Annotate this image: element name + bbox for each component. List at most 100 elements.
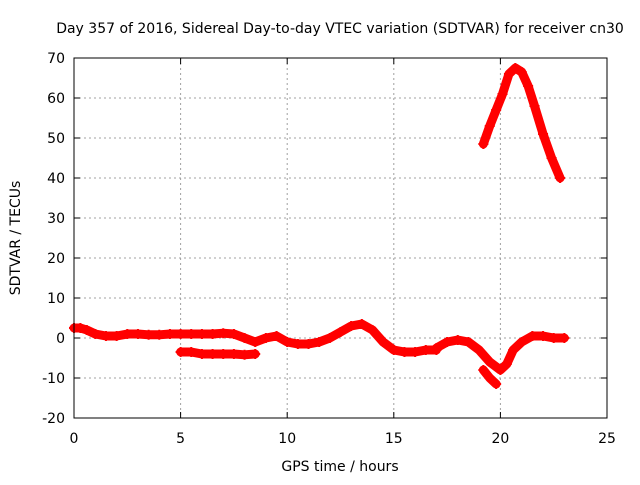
- x-tick-label: 0: [70, 431, 79, 447]
- grid: [74, 58, 607, 418]
- data-point-marker: [516, 67, 527, 77]
- data-point-marker: [335, 327, 346, 337]
- data-point-marker: [81, 325, 92, 335]
- data-point-marker: [154, 329, 165, 340]
- data-point-marker: [452, 335, 463, 345]
- data-point-marker: [431, 343, 442, 353]
- data-point-marker: [122, 329, 133, 339]
- data-point-marker: [196, 349, 207, 359]
- data-point-marker: [228, 349, 239, 359]
- series-evening-track: [431, 331, 570, 375]
- data-point-marker: [484, 373, 495, 383]
- y-tick-label: -10: [42, 371, 65, 387]
- data-point-marker: [546, 153, 557, 163]
- data-point-marker: [314, 337, 325, 347]
- data-point-marker: [378, 337, 389, 347]
- data-point-marker: [529, 101, 540, 111]
- data-point-marker: [388, 345, 399, 355]
- data-point-marker: [228, 329, 239, 339]
- data-point-marker: [356, 319, 367, 329]
- data-point-marker: [250, 349, 261, 359]
- data-point-marker: [207, 329, 218, 339]
- y-tick-label: 50: [47, 131, 65, 147]
- series-dip-branch: [478, 365, 502, 389]
- series-low-segment: [175, 347, 261, 360]
- data-point-marker: [484, 121, 495, 131]
- data-point-marker: [175, 347, 186, 357]
- data-point-marker: [555, 173, 566, 183]
- data-point-marker: [324, 333, 335, 343]
- data-point-marker: [410, 347, 421, 357]
- data-point-marker: [491, 379, 502, 389]
- y-tick-label: 0: [56, 331, 65, 347]
- data-point-marker: [538, 129, 549, 139]
- data-point-marker: [218, 349, 229, 359]
- series-main-track: [69, 319, 442, 357]
- data-point-marker: [186, 329, 197, 339]
- y-tick-label: 30: [47, 211, 65, 227]
- plot-frame: [73, 57, 608, 419]
- y-tick-label: 60: [47, 91, 65, 107]
- y-tick-label: 20: [47, 251, 65, 267]
- data-point-marker: [164, 329, 175, 339]
- data-point-marker: [420, 345, 431, 355]
- data-point-marker: [478, 139, 489, 149]
- data-point-marker: [527, 331, 538, 341]
- chart-title: Day 357 of 2016, Sidereal Day-to-day VTE…: [56, 21, 624, 37]
- series-high-arc: [478, 63, 566, 183]
- x-tick-label: 5: [176, 431, 185, 447]
- x-tick-label: 20: [491, 431, 509, 447]
- data-point-marker: [132, 329, 143, 339]
- data-point-marker: [143, 329, 154, 340]
- data-point-marker: [516, 337, 527, 347]
- x-tick-label: 15: [385, 431, 403, 447]
- data-point-marker: [508, 345, 519, 355]
- data-point-marker: [260, 333, 271, 343]
- data-point-marker: [523, 81, 534, 91]
- data-point-marker: [207, 349, 218, 359]
- data-point-marker: [196, 329, 207, 339]
- data-point-marker: [474, 345, 485, 355]
- data-point-marker: [218, 328, 229, 339]
- plot-area: [69, 63, 570, 389]
- y-tick-label: 10: [47, 291, 65, 307]
- y-tick-label: 40: [47, 171, 65, 187]
- axis-ticks: 0 5 10 15 20 25 -20 -10 0 10 20 30 40 50 60 70: [42, 51, 616, 447]
- data-point-marker: [442, 337, 453, 347]
- data-point-marker: [559, 333, 570, 343]
- data-point-marker: [271, 331, 282, 341]
- data-point-marker: [250, 337, 261, 347]
- data-point-marker: [186, 347, 197, 357]
- data-point-marker: [501, 359, 512, 369]
- series-band: [478, 63, 565, 183]
- data-point-marker: [346, 321, 357, 331]
- data-point-marker: [367, 325, 378, 335]
- data-point-marker: [239, 349, 250, 360]
- data-point-marker: [100, 331, 111, 341]
- data-point-marker: [111, 331, 122, 341]
- data-point-marker: [497, 89, 508, 99]
- y-tick-label: 70: [47, 51, 65, 67]
- x-tick-label: 25: [598, 431, 616, 447]
- x-axis-label: GPS time / hours: [281, 459, 398, 475]
- y-tick-label: -20: [42, 411, 65, 427]
- data-point-marker: [491, 105, 502, 115]
- data-point-marker: [503, 69, 514, 79]
- data-point-marker: [303, 339, 314, 349]
- data-point-marker: [463, 337, 474, 347]
- data-point-marker: [282, 337, 293, 347]
- data-point-marker: [75, 323, 86, 333]
- data-point-marker: [175, 329, 186, 339]
- data-point-marker: [538, 331, 549, 341]
- data-point-marker: [292, 339, 303, 349]
- data-point-marker: [510, 63, 521, 73]
- data-point-marker: [90, 329, 101, 339]
- data-point-marker: [239, 333, 250, 343]
- data-point-marker: [399, 347, 410, 357]
- data-point-marker: [484, 357, 495, 367]
- data-point-marker: [548, 333, 559, 343]
- data-point-marker: [495, 365, 506, 375]
- y-axis-label: SDTVAR / TECUs: [8, 181, 24, 296]
